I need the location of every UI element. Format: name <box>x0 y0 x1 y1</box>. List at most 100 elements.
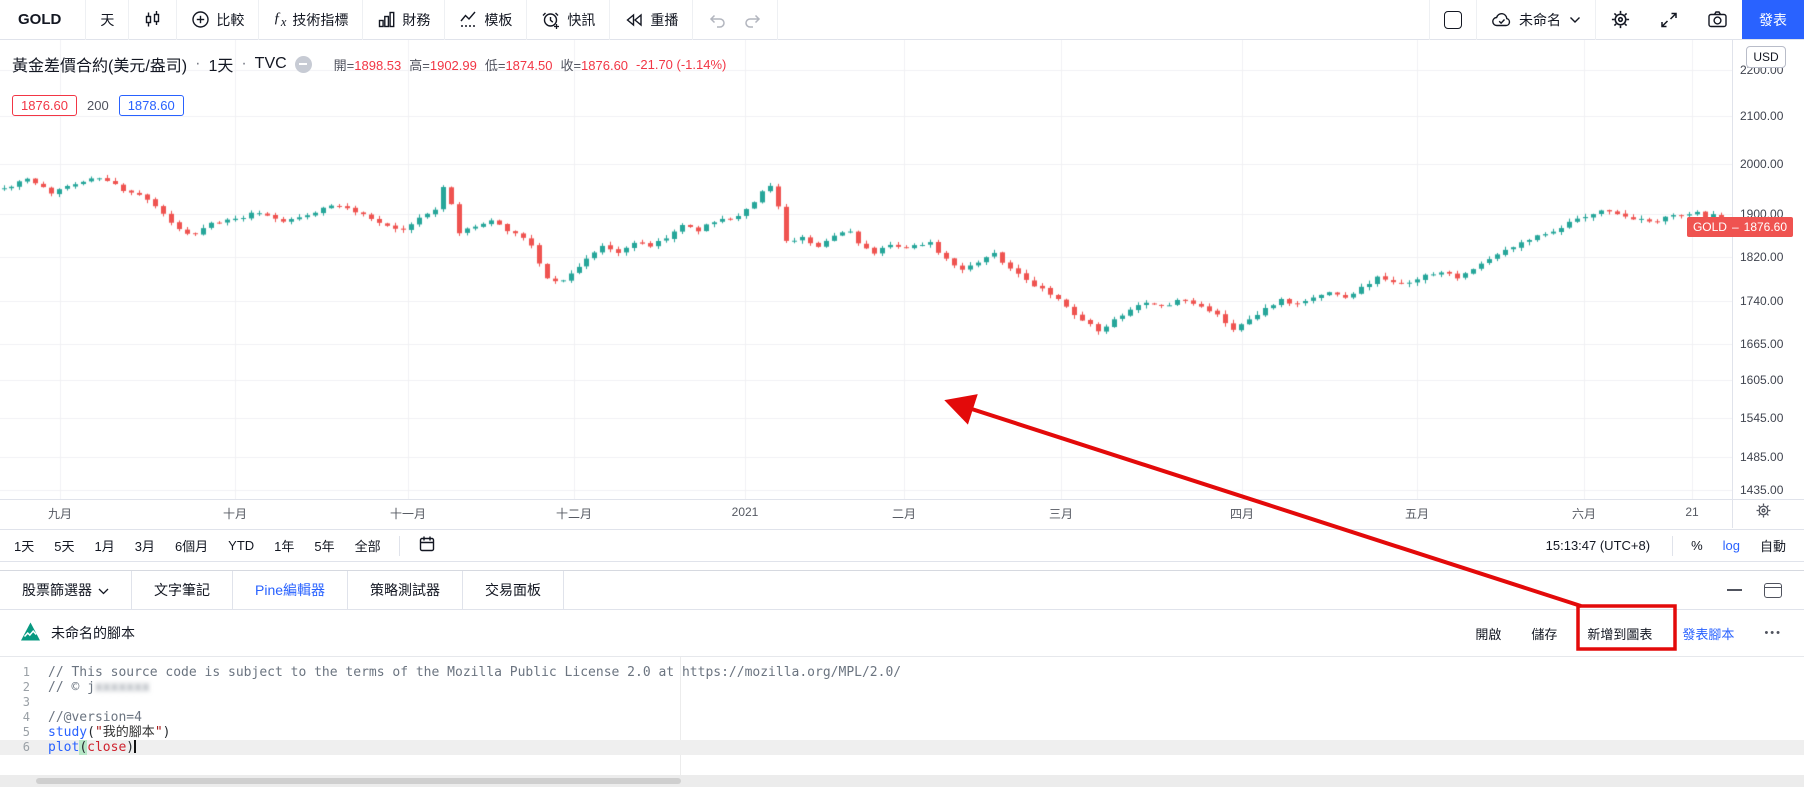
settings-button[interactable] <box>1596 0 1645 39</box>
divider <box>1429 0 1430 40</box>
price-level-tag-red[interactable]: 1876.60 <box>12 95 77 116</box>
divider <box>128 0 130 40</box>
cloud-check-icon <box>1491 11 1513 29</box>
timeframe-button-5天[interactable]: 5天 <box>54 539 75 554</box>
code-token: study <box>48 725 88 740</box>
script-name-label: 未命名的腳本 <box>51 625 135 641</box>
pine-actions: 開啟 儲存 新增到圖表 發表腳本 ••• <box>1475 624 1804 643</box>
tab-文字筆記[interactable]: 文字筆記 <box>132 571 233 609</box>
timeframe-button-1天[interactable]: 1天 <box>14 539 35 554</box>
price-tick-label: 1485.00 <box>1740 449 1784 464</box>
rewind-icon <box>624 11 644 29</box>
timeframe-button-3月[interactable]: 3月 <box>134 539 155 554</box>
code-token: //@version=4 <box>48 710 142 725</box>
publish-button[interactable]: 發表 <box>1742 0 1804 39</box>
timeframe-button-全部[interactable]: 全部 <box>354 539 381 554</box>
log-scale-button[interactable]: log <box>1722 538 1740 553</box>
ohlc-label: 低= <box>484 57 506 73</box>
indicators-button[interactable]: ƒx 技術指標 <box>259 0 362 39</box>
timeframe-group: 1天 5天 1月 3月 6個月 YTD 1年 5年 全部 <box>0 536 391 555</box>
axis-settings-gear-icon[interactable] <box>1755 502 1772 524</box>
price-tick-label: 1820.00 <box>1740 249 1784 264</box>
tab-策略測試器[interactable]: 策略測試器 <box>348 571 464 609</box>
maximize-panel-icon[interactable] <box>1764 582 1782 598</box>
add-to-chart-button[interactable]: 新增到圖表 <box>1587 626 1653 642</box>
code-line: 6 plot(close) <box>0 740 1804 755</box>
templates-button[interactable]: 模板 <box>445 0 526 39</box>
templates-label: 模板 <box>484 11 513 28</box>
tab-label: 股票篩選器 <box>22 582 92 598</box>
divider <box>609 0 611 40</box>
code-line: 4 //@version=4 <box>0 710 1804 725</box>
undo-icon <box>707 11 727 29</box>
divider <box>258 0 260 40</box>
tab-group: 股票篩選器 文字筆記 Pine編輯器 策略測試器 交易面板 <box>0 571 565 609</box>
alerts-label: 快訊 <box>567 11 596 28</box>
divider <box>692 0 694 40</box>
horizontal-scrollbar[interactable] <box>0 775 1804 787</box>
code-token: " <box>94 725 103 740</box>
tab-label: Pine編輯器 <box>255 582 326 598</box>
tab-Pine編輯器[interactable]: Pine編輯器 <box>233 571 349 609</box>
auto-scale-button[interactable]: 自動 <box>1759 539 1786 554</box>
timeframe-button-1月[interactable]: 1月 <box>94 539 115 554</box>
chart-legend: 黃金差價合約(美元/盎司) · 1天 · TVC 開=1898.53 高=1902… <box>12 52 726 76</box>
change-value: -21.70 (-1.14%) <box>636 56 727 72</box>
percent-scale-button[interactable]: % <box>1691 538 1703 553</box>
price-level-tag-blue[interactable]: 1878.60 <box>118 95 184 116</box>
more-options-button[interactable]: ••• <box>1764 627 1782 639</box>
interval-button[interactable]: 天 <box>100 11 115 28</box>
text-cursor <box>134 740 136 753</box>
timeframe-button-6個月[interactable]: 6個月 <box>174 539 209 554</box>
candlestick-chart[interactable] <box>0 40 1732 499</box>
chart-type-button[interactable] <box>129 0 176 39</box>
publish-script-button[interactable]: 發表腳本 <box>1682 626 1735 642</box>
currency-badge[interactable]: USD <box>1746 46 1786 68</box>
save-script-button[interactable]: 儲存 <box>1531 626 1558 642</box>
alerts-button[interactable]: 快訊 <box>527 0 609 39</box>
layout-button[interactable] <box>1430 0 1476 39</box>
time-tick-label: 十二月 <box>555 507 593 521</box>
tab-股票篩選器[interactable]: 股票篩選器 <box>0 571 132 609</box>
timeframe-button-YTD[interactable]: YTD <box>228 538 255 553</box>
line-number: 2 <box>22 680 30 694</box>
code-line: 1 // This source code is subject to the t… <box>0 665 1804 680</box>
alarm-clock-icon <box>541 10 561 30</box>
price-tick-label: 1435.00 <box>1740 483 1784 498</box>
compare-button[interactable]: 比較 <box>177 0 258 39</box>
hide-series-button[interactable] <box>294 55 312 73</box>
fullscreen-button[interactable] <box>1645 0 1693 39</box>
redo-button[interactable] <box>741 0 777 39</box>
tab-交易面板[interactable]: 交易面板 <box>463 571 565 609</box>
chart-area[interactable]: 黃金差價合約(美元/盎司) · 1天 · TVC 開=1898.53 高=1902… <box>0 40 1804 529</box>
undo-button[interactable] <box>693 0 741 39</box>
layout-name-label: 未命名 <box>1519 11 1561 28</box>
ohlc-label: 開= <box>333 57 355 73</box>
scrollbar-thumb[interactable] <box>36 778 681 784</box>
symbol-button[interactable]: GOLD <box>18 11 62 28</box>
clock-display[interactable]: 15:13:47 (UTC+8) <box>1545 538 1651 553</box>
divider <box>1595 0 1596 40</box>
code-editor[interactable]: 1 // This source code is subject to the t… <box>0 657 1804 789</box>
code-token: 我的腳本 <box>102 725 155 740</box>
cloud-save-button[interactable]: 未命名 <box>1477 0 1595 39</box>
code-token: plot <box>48 740 80 755</box>
timeframe-button-1年[interactable]: 1年 <box>274 539 295 554</box>
timeframe-button-5年[interactable]: 5年 <box>314 539 335 554</box>
ma-length-label[interactable]: 200 <box>87 98 109 113</box>
legend-interval[interactable]: 1天 <box>208 58 234 75</box>
time-axis-divider <box>0 499 1804 500</box>
minimize-panel-icon[interactable] <box>1727 589 1742 591</box>
column-ruler <box>680 657 681 775</box>
divider <box>777 0 779 40</box>
divider <box>1672 535 1674 556</box>
screenshot-button[interactable] <box>1693 0 1742 39</box>
legend-title[interactable]: 黃金差價合約(美元/盎司) <box>12 58 188 75</box>
open-script-button[interactable]: 開啟 <box>1475 626 1502 642</box>
replay-button[interactable]: 重播 <box>610 0 692 39</box>
go-to-date-button[interactable] <box>408 535 446 556</box>
financials-button[interactable]: 財務 <box>363 0 444 39</box>
legend-exchange[interactable]: TVC <box>254 55 287 72</box>
minus-icon <box>299 63 308 65</box>
